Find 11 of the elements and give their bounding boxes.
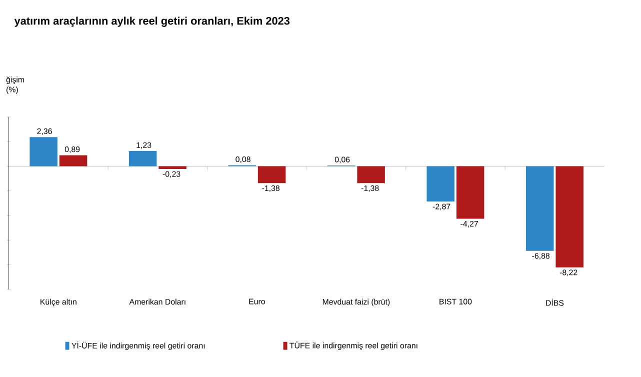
bar <box>30 137 58 166</box>
chart-title: yatırım araçlarının aylık reel getiri oranları, Ekim 2023 <box>14 16 290 28</box>
bar <box>158 166 186 170</box>
bar <box>258 166 286 184</box>
bar <box>357 166 385 184</box>
bar <box>128 151 157 166</box>
bar <box>59 155 88 166</box>
bar <box>526 166 554 252</box>
bar <box>456 166 484 219</box>
bar <box>556 166 584 268</box>
bar <box>426 166 454 202</box>
